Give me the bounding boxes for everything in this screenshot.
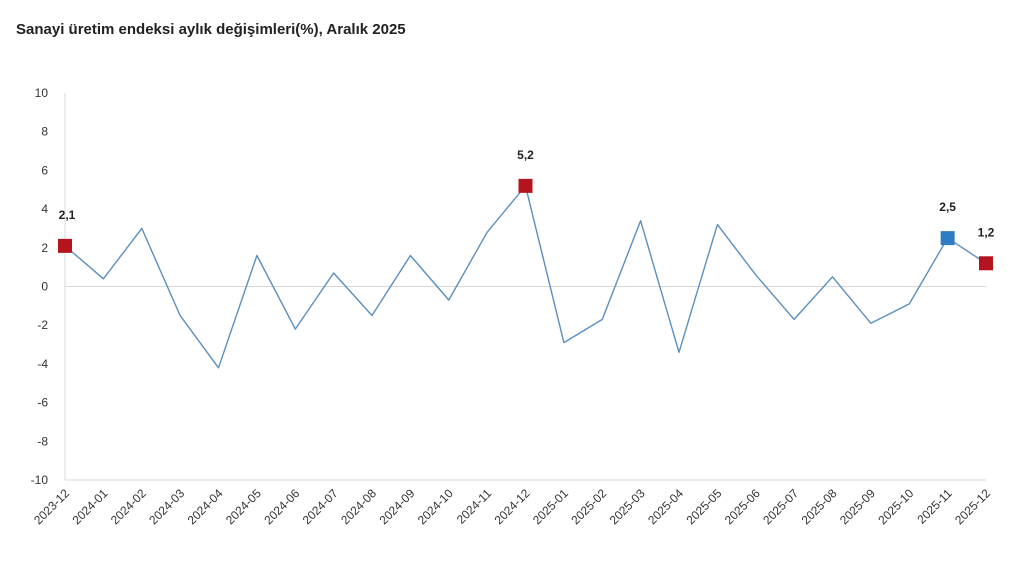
data-labels: 2,1 5,2 2,5 1,2 (59, 148, 995, 239)
x-tick-label: 2024-08 (338, 486, 379, 527)
y-tick-label: 4 (41, 202, 48, 216)
x-tick-label: 2025-02 (568, 486, 609, 527)
y-tick-label: -4 (37, 357, 48, 371)
chart-axes (64, 93, 986, 481)
x-tick-label: 2025-12 (952, 486, 993, 527)
x-tick-label: 2025-09 (837, 486, 878, 527)
x-tick-label: 2024-07 (300, 486, 341, 527)
y-tick-label: -6 (37, 396, 48, 410)
y-tick-label: 10 (35, 86, 49, 100)
highlight-marker (940, 231, 955, 246)
x-tick-label: 2023-12 (31, 486, 72, 527)
x-tick-label: 2025-03 (607, 486, 648, 527)
x-tick-label: 2025-01 (530, 486, 571, 527)
highlight-marker (979, 256, 993, 271)
y-tick-label: -2 (37, 318, 48, 332)
x-tick-label: 2024-12 (492, 486, 533, 527)
y-tick-label: 8 (41, 125, 48, 139)
data-label: 2,5 (939, 200, 956, 214)
x-tick-label: 2024-01 (69, 486, 110, 527)
y-tick-label: -10 (31, 473, 49, 487)
x-tick-label: 2024-03 (146, 486, 187, 527)
y-tick-label: 6 (41, 163, 48, 177)
x-tick-label: 2024-02 (108, 486, 149, 527)
x-tick-label: 2025-10 (875, 486, 916, 527)
data-label: 2,1 (59, 208, 76, 222)
chart-title: Sanayi üretim endeksi aylık değişimleri(… (16, 21, 406, 38)
x-axis-ticks: 2023-122024-012024-022024-032024-042024-… (31, 486, 993, 527)
series-line (64, 185, 987, 369)
highlight-marker (58, 238, 72, 253)
x-tick-label: 2025-04 (645, 486, 686, 527)
x-tick-label: 2024-06 (261, 486, 302, 527)
x-tick-label: 2025-11 (914, 486, 955, 527)
series-group (64, 185, 987, 369)
x-tick-label: 2025-06 (722, 486, 763, 527)
x-tick-label: 2024-10 (415, 486, 456, 527)
x-tick-label: 2024-11 (454, 486, 495, 527)
y-axis-ticks: 10 8 6 4 2 0 -2 -4 -6 -8 -10 (31, 86, 49, 487)
x-tick-label: 2024-04 (185, 486, 226, 527)
x-tick-label: 2024-09 (376, 486, 417, 527)
x-tick-label: 2025-07 (760, 486, 801, 527)
y-tick-label: -8 (37, 434, 48, 448)
x-tick-label: 2024-05 (223, 486, 264, 527)
data-label: 1,2 (978, 225, 995, 239)
data-label: 5,2 (517, 148, 534, 162)
highlight-markers (58, 178, 993, 271)
y-tick-label: 0 (41, 280, 48, 294)
x-tick-label: 2025-08 (799, 486, 840, 527)
highlight-marker (518, 178, 533, 193)
x-tick-label: 2025-05 (683, 486, 724, 527)
y-tick-label: 2 (41, 241, 48, 255)
